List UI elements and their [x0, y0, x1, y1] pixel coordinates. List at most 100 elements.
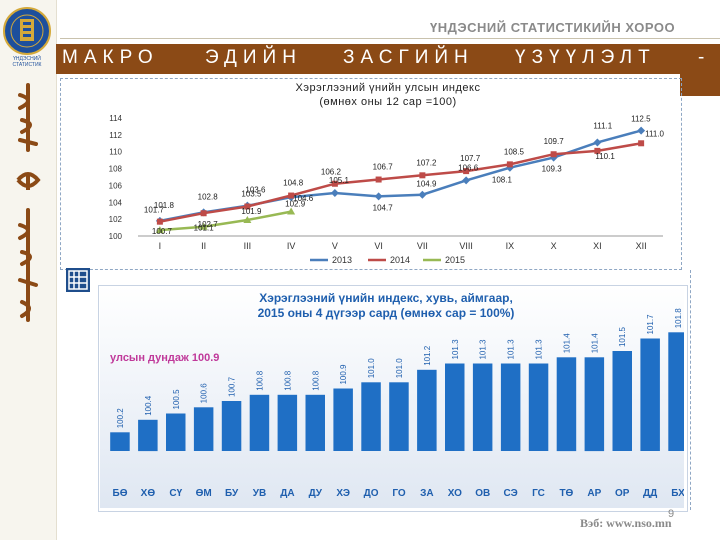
data-label-2014: 103.5 — [241, 190, 262, 199]
bar-category-label: ЗА — [420, 488, 434, 499]
data-label-2013: 111.1 — [593, 121, 612, 130]
data-label-2014: 104.8 — [283, 179, 304, 188]
data-label-2014: 101.7 — [144, 206, 165, 215]
title-word-5: - — [698, 47, 711, 68]
bar-СЭ — [500, 363, 521, 451]
bar-ДА — [277, 394, 298, 451]
data-label-2013: 103.6 — [245, 186, 266, 195]
data-point-2014 — [550, 151, 557, 158]
data-label-2013: 109.3 — [542, 165, 563, 174]
series-line-2014 — [159, 142, 642, 223]
bar-value-label: 100.2 — [116, 408, 125, 429]
data-label-2015: 101.9 — [241, 207, 262, 216]
bar-ДО — [361, 382, 381, 451]
bar-chart-subtitle: 2015 оны 4 дүгээр сард (өмнөх сар = 100%… — [258, 306, 515, 320]
bar-category-label: БУ — [225, 488, 239, 499]
y-tick-label: 114 — [109, 114, 122, 123]
line-chart-frame — [60, 78, 682, 270]
bar-category-label: ГО — [392, 488, 406, 499]
y-tick-label: 104 — [109, 198, 123, 207]
emblem-caption-2: СТАТИСТИК — [13, 62, 42, 68]
bar-ХО — [445, 363, 465, 451]
bar-value-label: 101.7 — [646, 314, 655, 335]
bar-value-label: 100.5 — [172, 389, 181, 410]
abacus-icon — [66, 268, 90, 292]
bar-category-label: АР — [587, 488, 601, 499]
bar-value-label: 100.7 — [228, 376, 237, 397]
bar-БУ — [221, 401, 242, 451]
bar-category-label: ОР — [615, 488, 630, 499]
bar-ЗА — [417, 369, 437, 451]
bar-value-label: 101.0 — [367, 358, 376, 379]
bar-value-label: 101.4 — [590, 333, 599, 354]
bar-АР — [584, 357, 605, 452]
data-point-2014 — [288, 192, 295, 199]
data-point-2014 — [244, 203, 251, 210]
title-word-4: ҮЗҮҮЛЭЛТ — [515, 47, 656, 68]
data-point-2014 — [419, 172, 426, 179]
bar-value-label: 100.6 — [200, 383, 209, 404]
line-chart-subtitle: (өмнөх оны 12 сар =100) — [319, 96, 456, 108]
x-tick-label: II — [201, 241, 206, 251]
data-point-2015 — [243, 215, 252, 223]
bar-category-label: ДД — [643, 488, 657, 499]
data-label-2014: 111.0 — [645, 129, 664, 138]
data-point-2014 — [506, 161, 513, 168]
x-tick-label: IV — [287, 241, 296, 251]
bar-value-label: 101.2 — [423, 345, 432, 366]
data-label-2013: 104.7 — [373, 203, 394, 212]
x-tick-label: I — [159, 241, 162, 251]
bar-value-label: 101.4 — [562, 333, 571, 354]
data-label-2014: 108.5 — [504, 147, 525, 156]
data-label-2014: 106.2 — [321, 168, 342, 177]
bar-value-label: 100.8 — [283, 370, 292, 391]
bar-БӨ — [110, 432, 130, 451]
x-tick-label: V — [332, 241, 338, 251]
footer-website: Вэб: www.nso.mn — [580, 516, 672, 530]
title-word-3: ЗАСГИЙН — [343, 47, 474, 68]
x-tick-label: X — [551, 241, 557, 251]
x-tick-label: VII — [417, 241, 428, 251]
bar-value-label: 101.3 — [507, 339, 516, 360]
bar-chart-frame — [98, 285, 688, 512]
data-label-2015: 102.9 — [285, 200, 306, 209]
title-bar — [56, 44, 720, 74]
bar-value-label: 101.8 — [674, 308, 683, 329]
x-tick-label: XI — [593, 241, 602, 251]
data-label-2013: 108.1 — [492, 176, 513, 185]
bar-category-label: ӨМ — [196, 488, 212, 499]
legend-label-2013: 2013 — [332, 255, 352, 265]
series-line-2013 — [159, 129, 642, 223]
emblem-caption-1: ҮНДЭСНИЙ — [13, 54, 41, 62]
data-point-2014 — [594, 147, 601, 154]
bar-category-label: ХЭ — [336, 488, 350, 499]
bar-value-label: 100.9 — [339, 364, 348, 385]
data-point-2014 — [331, 180, 338, 187]
bar-СҮ — [166, 413, 186, 451]
bar-category-label: БХ — [671, 488, 684, 499]
bar-value-label: 101.5 — [618, 326, 627, 347]
bar-category-label: ХӨ — [141, 488, 156, 499]
data-point-2014 — [463, 168, 470, 175]
bar-category-label: ОВ — [475, 488, 490, 499]
data-label-2013: 101.8 — [154, 201, 175, 210]
bar-ОР — [612, 351, 632, 451]
data-point-2013 — [637, 126, 646, 135]
bar-ОВ — [472, 363, 493, 451]
data-point-2015 — [199, 222, 208, 230]
bar-ДУ — [305, 394, 325, 451]
vertical-divider — [690, 270, 692, 510]
data-point-2013 — [330, 189, 339, 198]
bar-category-label: СЭ — [503, 488, 517, 499]
data-label-2014: 102.7 — [198, 220, 219, 229]
bar-category-label: БӨ — [113, 488, 128, 499]
bar-ӨМ — [193, 407, 214, 451]
bar-category-label: ДУ — [309, 488, 323, 499]
data-label-2013: 104.6 — [293, 194, 314, 203]
data-label-2014: 109.7 — [544, 137, 565, 146]
bar-value-label: 101.3 — [535, 339, 544, 360]
y-tick-label: 106 — [109, 181, 123, 190]
bar-ГО — [389, 382, 409, 451]
y-tick-label: 100 — [109, 232, 123, 241]
bar-ДД — [640, 338, 660, 451]
